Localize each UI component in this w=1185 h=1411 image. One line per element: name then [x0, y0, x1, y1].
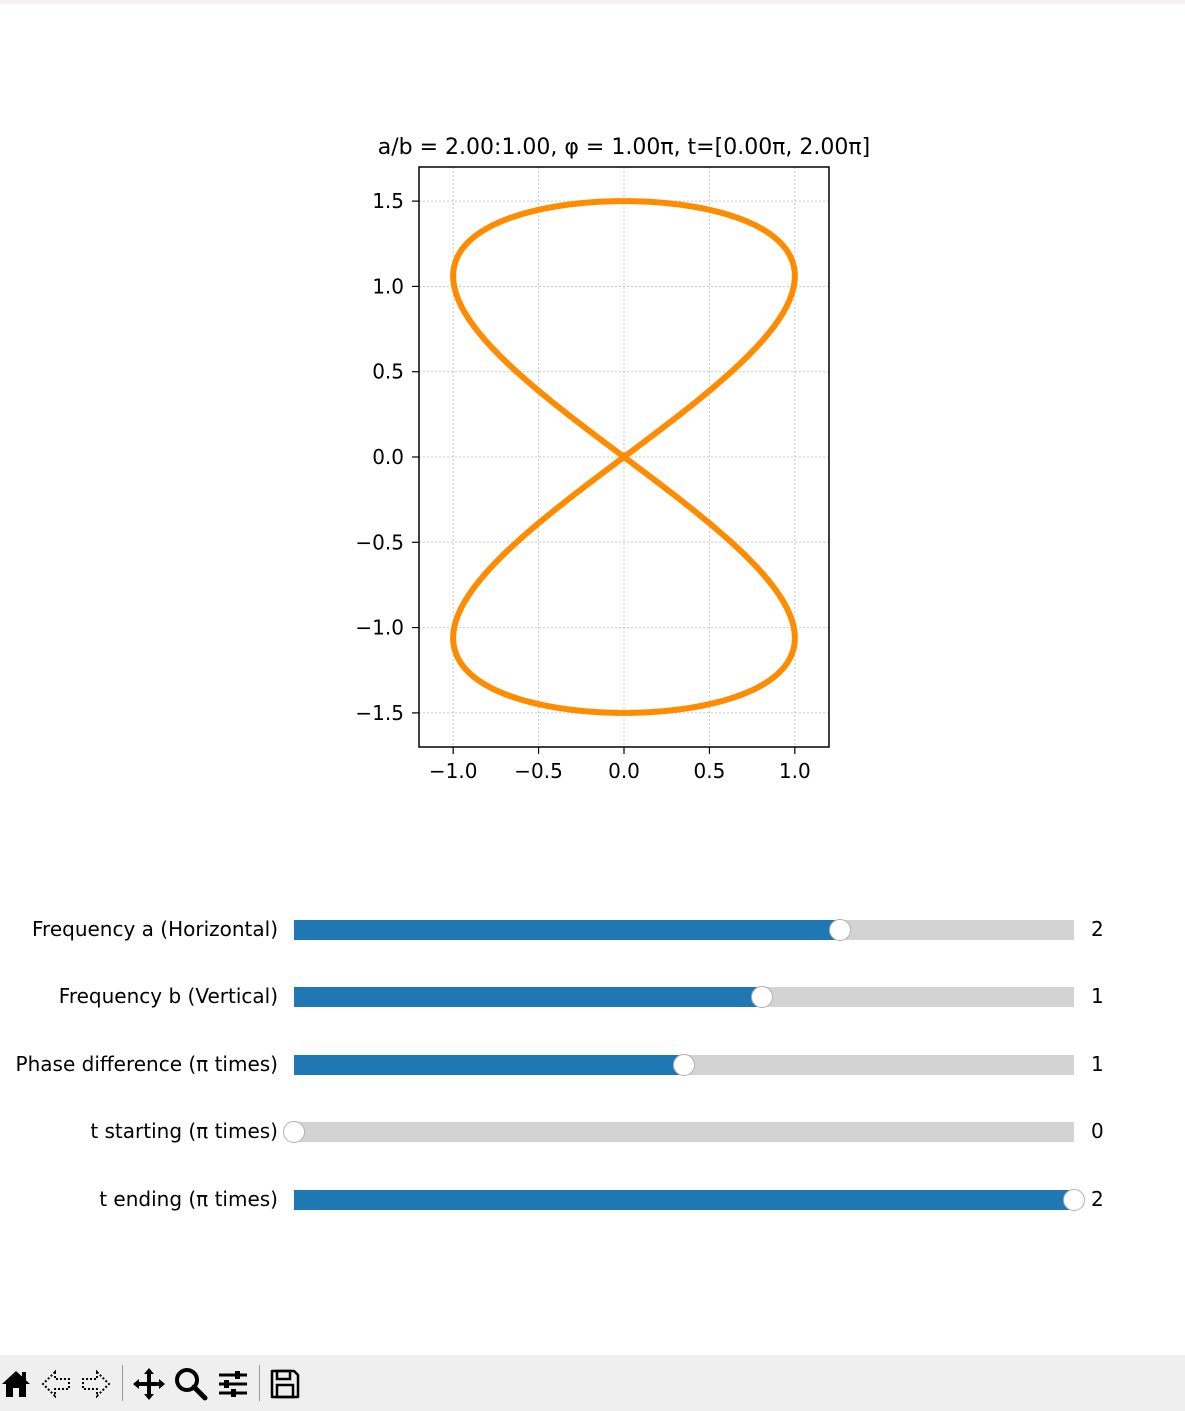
slider-handle-phase-difference[interactable] [673, 1054, 695, 1076]
slider-fill-frequency-a [294, 920, 840, 940]
window-top-strip [0, 0, 1185, 4]
slider-label-t-ending: t ending (π times) [99, 1187, 278, 1211]
slider-track-frequency-a[interactable] [294, 919, 1074, 941]
slider-value-frequency-a: 2 [1091, 917, 1104, 941]
pan-move-icon [133, 1368, 165, 1400]
navigation-toolbar [0, 1355, 1185, 1411]
x-tick-label: −0.5 [514, 759, 563, 783]
slider-label-frequency-b: Frequency b (Vertical) [58, 984, 278, 1008]
y-tick-label: 1.5 [372, 189, 404, 213]
y-tick-label: −1.0 [355, 616, 404, 640]
slider-handle-t-starting[interactable] [283, 1121, 305, 1143]
slider-track-phase-difference[interactable] [294, 1054, 1074, 1076]
slider-label-t-starting: t starting (π times) [90, 1119, 278, 1143]
slider-label-phase-difference: Phase difference (π times) [15, 1052, 278, 1076]
x-tick-label: 1.0 [779, 759, 811, 783]
x-tick-label: 0.0 [608, 759, 640, 783]
slider-value-frequency-b: 1 [1091, 984, 1104, 1008]
slider-track-frequency-b[interactable] [294, 986, 1074, 1008]
y-tick-label: 1.0 [372, 274, 404, 298]
toolbar-separator [122, 1365, 123, 1401]
lissajous-curve [450, 198, 798, 716]
save-floppy-icon [270, 1369, 300, 1399]
y-tick-label: 0.5 [372, 360, 404, 384]
slider-handle-frequency-b[interactable] [751, 986, 773, 1008]
x-tick-label: 0.5 [694, 759, 726, 783]
lissajous-plot[interactable]: a/b = 2.00:1.00, φ = 1.00π, t=[0.00π, 2.… [0, 0, 1185, 820]
x-tick-label: −1.0 [429, 759, 478, 783]
chart-title: a/b = 2.00:1.00, φ = 1.00π, t=[0.00π, 2.… [378, 135, 870, 160]
back-button[interactable] [38, 1365, 76, 1403]
zoom-button[interactable] [172, 1365, 210, 1403]
zoom-magnifier-icon [175, 1368, 208, 1401]
slider-value-t-ending: 2 [1091, 1187, 1104, 1211]
slider-track-t-ending[interactable] [294, 1189, 1085, 1211]
curve-layer [450, 198, 798, 716]
configure-subplots-button[interactable] [214, 1365, 252, 1403]
slider-handle-t-ending[interactable] [1063, 1189, 1085, 1211]
slider-handle-frequency-a[interactable] [829, 919, 851, 941]
slider-fill-frequency-b [294, 987, 762, 1007]
home-button[interactable] [0, 1365, 35, 1403]
slider-fill-t-ending [294, 1190, 1074, 1210]
y-tick-label: −0.5 [355, 530, 404, 554]
slider-value-t-starting: 0 [1091, 1119, 1104, 1143]
slider-fill-phase-difference [294, 1055, 684, 1075]
toolbar-separator [259, 1365, 260, 1401]
slider-label-frequency-a: Frequency a (Horizontal) [31, 917, 278, 941]
slider-value-phase-difference: 1 [1091, 1052, 1104, 1076]
slider-track-t-starting[interactable] [283, 1121, 1074, 1143]
y-tick-label: −1.5 [355, 701, 404, 725]
forward-arrow-icon [82, 1369, 111, 1399]
save-button[interactable] [266, 1365, 304, 1403]
forward-button[interactable] [76, 1365, 114, 1403]
back-arrow-icon [41, 1369, 70, 1399]
pan-button[interactable] [130, 1365, 168, 1403]
configure-subplots-icon [219, 1371, 247, 1397]
axis-ticks: −1.0 −0.5 0.0 0.5 1.0 1.5 1.0 0.5 0.0 −0.5 −1.0 −1.… [355, 189, 810, 783]
y-tick-label: 0.0 [372, 445, 404, 469]
home-icon [2, 1371, 30, 1397]
